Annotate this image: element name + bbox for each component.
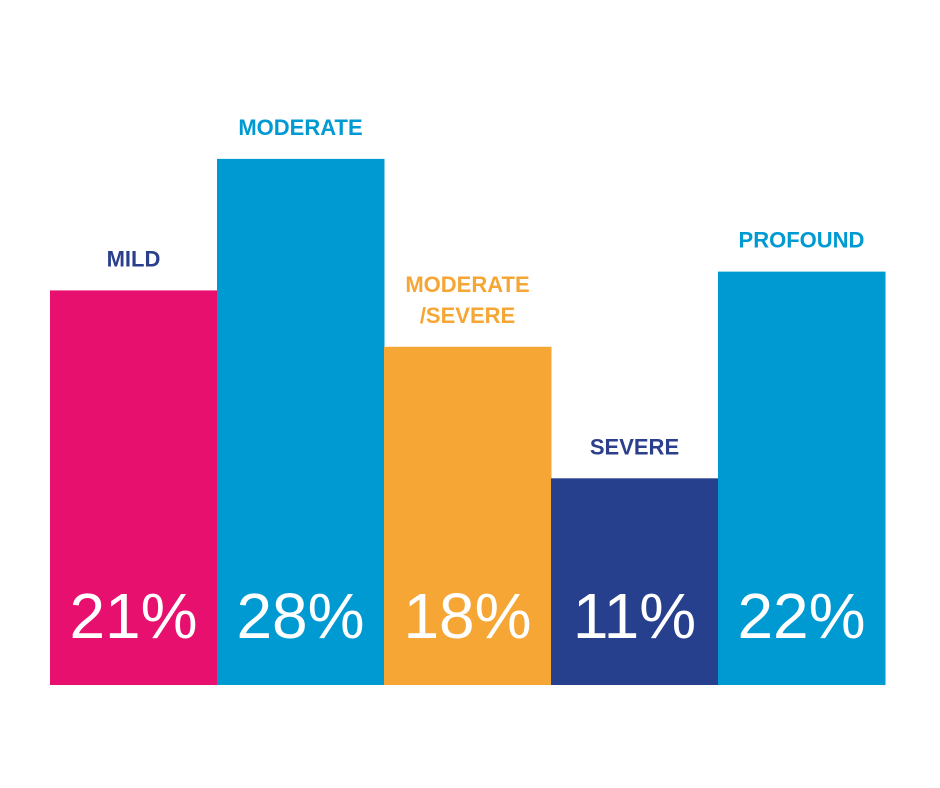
category-label-1: MODERATE <box>238 115 362 140</box>
bar-0 <box>50 290 218 685</box>
value-label-3: 11% <box>573 580 696 652</box>
category-labels-layer: MILD MODERATE MODERATE/SEVERE SEVERE PROFOUN… <box>107 115 865 459</box>
value-label-4: 22% <box>737 580 865 652</box>
category-label-4: PROFOUND <box>739 228 865 253</box>
category-label-3: SEVERE <box>590 434 679 459</box>
category-label-2-line-1: /SEVERE <box>420 303 515 328</box>
bar-3 <box>551 478 719 685</box>
value-label-1: 28% <box>236 580 364 652</box>
category-label-2-line-0: MODERATE <box>405 272 529 297</box>
bar-1 <box>217 158 385 685</box>
bars-layer <box>50 158 886 685</box>
value-label-2: 18% <box>403 580 531 652</box>
bar-4 <box>718 271 886 685</box>
bar-2 <box>384 346 552 685</box>
category-label-0: MILD <box>107 246 161 271</box>
value-label-0: 21% <box>69 580 197 652</box>
value-labels-layer: 21% 28% 18% 11% 22% <box>69 580 865 652</box>
